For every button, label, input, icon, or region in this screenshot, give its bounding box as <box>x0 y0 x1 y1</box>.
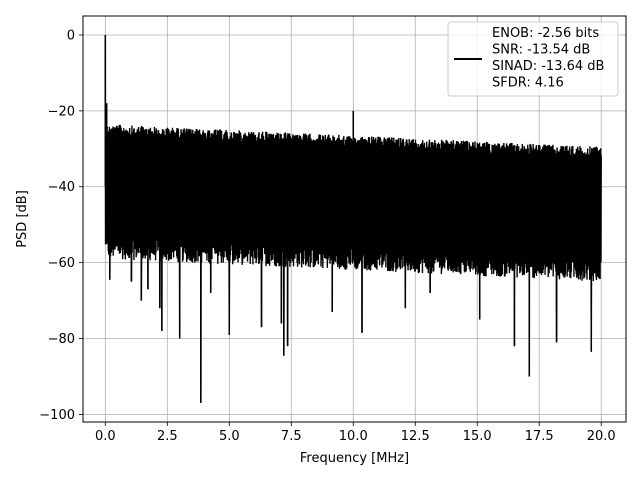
plot-frame <box>82 15 627 423</box>
x-tick-label: 0.0 <box>95 429 116 444</box>
x-tick-label: 5.0 <box>219 429 240 444</box>
x-tick-label: 15.0 <box>463 429 492 444</box>
y-axis-label: PSD [dB] <box>15 190 30 248</box>
x-tick-label: 7.5 <box>281 429 302 444</box>
y-tick-label: −40 <box>48 180 75 195</box>
legend-line: SFDR: 4.16 <box>492 76 564 91</box>
x-tick-label: 20.0 <box>587 429 616 444</box>
psd-series <box>104 34 602 404</box>
legend-box <box>447 21 619 97</box>
y-tick-label: −20 <box>48 104 75 119</box>
x-tick-label: 12.5 <box>401 429 430 444</box>
y-axis: 0 −20 −40 −60 −80 −100 <box>39 28 83 423</box>
x-tick-label: 10.0 <box>339 429 368 444</box>
y-tick-label: −100 <box>39 408 75 423</box>
legend-line: ENOB: -2.56 bits <box>492 26 599 41</box>
legend-label: ENOB: -2.56 bits SNR: -13.54 dB SINAD: -13… <box>492 26 604 91</box>
y-tick-label: −80 <box>48 332 75 347</box>
y-tick-label: −60 <box>48 256 75 271</box>
x-axis: 0.0 2.5 5.0 7.5 10.0 12.5 15.0 17.5 20.0 <box>95 422 616 444</box>
legend: ENOB: -2.56 bits SNR: -13.54 dB SINAD: -13… <box>447 21 619 97</box>
x-axis-label: Frequency [MHz] <box>300 451 409 466</box>
x-tick-label: 17.5 <box>525 429 554 444</box>
x-tick-label: 2.5 <box>157 429 178 444</box>
legend-line: SNR: -13.54 dB <box>492 43 590 58</box>
legend-line: SINAD: -13.64 dB <box>492 59 604 74</box>
y-tick-label: 0 <box>67 28 75 43</box>
